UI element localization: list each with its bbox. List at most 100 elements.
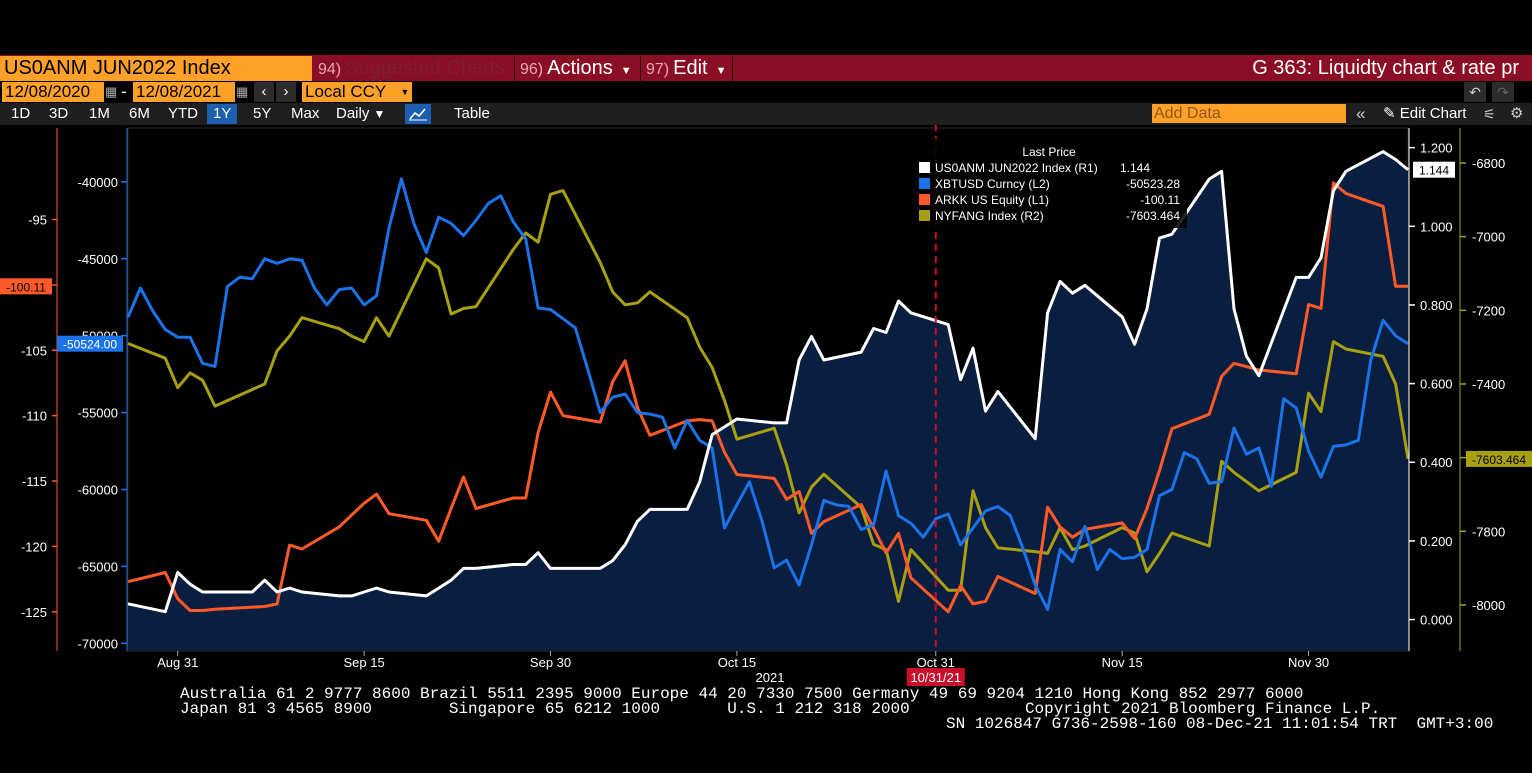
x-tick-label: Nov 15 — [1102, 655, 1143, 670]
calendar-icon[interactable]: ▦ — [105, 84, 118, 99]
legend-entry-value: -7603.464 — [1126, 209, 1180, 223]
l1-tick-label: -120 — [21, 539, 47, 554]
menu-label: Suggested Charts — [345, 57, 506, 79]
xbtusd-last-value-tag-bg — [57, 335, 123, 352]
edit-chart-label: Edit Chart — [1399, 105, 1467, 122]
l2-tick-label: -55000 — [78, 406, 118, 421]
l2-tick-label: -45000 — [78, 252, 118, 267]
page-title: G 363: Liquidty chart & rate pr — [1252, 57, 1519, 79]
arkk-last-value-tag-bg — [0, 278, 52, 295]
legend-entry-name: ARKK US Equity (L1) — [935, 193, 1049, 207]
edit-chart-button[interactable]: ✎ Edit Chart — [1383, 104, 1466, 124]
r1-tick-label: 0.000 — [1420, 613, 1453, 628]
date-marker-tag-bg — [906, 668, 965, 686]
x-year-label: 2021 — [756, 670, 785, 685]
arkk-series-line — [127, 181, 1408, 614]
timeframe-1m[interactable]: 1M — [89, 105, 110, 122]
end-date-field[interactable]: 12/08/2021 — [133, 82, 235, 102]
start-date-field[interactable]: 12/08/2020 — [2, 82, 104, 102]
pencil-icon: ✎ — [1383, 105, 1396, 122]
x-tick-label: Oct 15 — [718, 655, 756, 670]
footer-session-info: SN 1026847 G736-2598-160 08-Dec-21 11:01… — [946, 715, 1494, 733]
calendar-icon[interactable]: ▦ — [236, 84, 249, 99]
x-tick-label: Sep 15 — [344, 655, 385, 670]
prev-period-button[interactable]: ‹ — [254, 82, 274, 102]
footer-contacts-line2: Japan 81 3 4565 8900 Singapore 65 6212 1… — [180, 700, 1381, 718]
us0anm-area-fill — [128, 151, 1408, 651]
menu-number: 96) — [520, 61, 544, 78]
actions-menu[interactable]: 96) Actions ▼ — [520, 56, 632, 81]
legend-entry-name: NYFANG Index (R2) — [935, 209, 1044, 223]
undo-icon[interactable]: ↶ — [1464, 82, 1486, 102]
x-tick-label: Sep 30 — [530, 655, 571, 670]
r2-tick-label: -8000 — [1472, 598, 1505, 613]
legend-swatch — [919, 178, 930, 189]
r2-tick-label: -6800 — [1472, 156, 1505, 171]
l2-tick-label: -70000 — [78, 636, 118, 651]
legend-entry-value: 1.144 — [1120, 161, 1150, 175]
frequency-select[interactable]: Daily ▼ — [330, 104, 391, 124]
collapse-icon[interactable]: « — [1356, 104, 1366, 123]
nyfang-last-value-tag: -7603.464 — [1472, 453, 1526, 467]
toolbar — [0, 103, 1532, 125]
l1-tick-label: -105 — [21, 343, 47, 358]
timeframe-ytd[interactable]: YTD — [168, 105, 198, 122]
r2-tick-label: -7200 — [1472, 303, 1505, 318]
legend-box — [911, 138, 1187, 228]
timeframe-1y[interactable]: 1Y — [207, 104, 238, 124]
timeframe-max[interactable]: Max — [291, 105, 320, 122]
line-chart-icon[interactable] — [405, 104, 431, 124]
r2-tick-label: -7400 — [1472, 377, 1505, 392]
caret-down-icon: ▼ — [715, 65, 727, 77]
r1-tick-label: 1.200 — [1420, 141, 1453, 156]
suggested-charts-menu[interactable]: 94) Suggested Charts — [318, 56, 505, 81]
chart-settings-icon[interactable]: ⚟ — [1483, 106, 1496, 122]
caret-down-icon: ▼ — [373, 107, 386, 121]
menu-separator — [514, 56, 515, 81]
timeframe-6m[interactable]: 6M — [129, 105, 150, 122]
r1-tick-label: 0.600 — [1420, 377, 1453, 392]
date-dash: - — [121, 82, 127, 101]
currency-select[interactable]: Local CCY — [302, 82, 398, 102]
next-period-button[interactable]: › — [276, 82, 296, 102]
x-tick-label: Aug 31 — [157, 655, 198, 670]
r1-tick-label: 0.200 — [1420, 534, 1453, 549]
legend-entry-value: -100.11 — [1140, 193, 1180, 207]
edit-menu[interactable]: 97) Edit ▼ — [646, 56, 726, 81]
timeframe-1d[interactable]: 1D — [11, 105, 31, 122]
footer-contacts-line1: Australia 61 2 9777 8600 Brazil 5511 239… — [180, 685, 1304, 703]
line-chart-glyph — [409, 108, 427, 121]
redo-icon[interactable]: ↷ — [1492, 82, 1514, 102]
us0anm-series-line — [127, 150, 1409, 614]
x-tick-label: Oct 31 — [917, 655, 955, 670]
l2-tick-label: -40000 — [78, 175, 118, 190]
ticker-field[interactable]: US0ANM JUN2022 Index — [0, 56, 312, 81]
legend-swatch — [919, 210, 930, 221]
legend-entry-name: XBTUSD Curncy (L2) — [935, 177, 1050, 191]
menu-label: Edit — [673, 57, 708, 79]
chart-area[interactable]: -95-100-105-110-115-120-125-40000-45000-… — [0, 125, 1532, 690]
l1-tick-label: -110 — [22, 409, 47, 424]
r2-tick-label: -7800 — [1472, 524, 1505, 539]
timeframe-3d[interactable]: 3D — [49, 105, 69, 122]
arkk-last-value-tag: -100.11 — [6, 280, 46, 294]
caret-down-icon: ▼ — [620, 65, 632, 77]
chevron-down-icon[interactable]: ▼ — [398, 82, 412, 102]
xbtusd-series-line — [126, 177, 1409, 611]
legend-entry-value: -50523.28 — [1126, 177, 1180, 191]
r2-tick-label: -7000 — [1472, 230, 1505, 245]
timeframe-5y[interactable]: 5Y — [253, 105, 272, 122]
l2-tick-label: -60000 — [78, 482, 118, 497]
l1-tick-label: -115 — [22, 474, 47, 489]
legend-swatch — [919, 162, 930, 173]
legend-title: Last Price — [1022, 145, 1076, 159]
menu-separator — [732, 56, 733, 81]
gear-icon[interactable]: ⚙ — [1510, 105, 1524, 122]
table-button[interactable]: Table — [454, 105, 490, 122]
menu-number: 94) — [318, 61, 342, 78]
add-data-input[interactable]: Add Data — [1152, 104, 1346, 123]
date-marker-label: 10/31/21 — [910, 670, 961, 685]
l1-tick-label: -125 — [21, 605, 47, 620]
menu-separator — [640, 56, 641, 81]
menu-label: Actions — [547, 57, 613, 79]
